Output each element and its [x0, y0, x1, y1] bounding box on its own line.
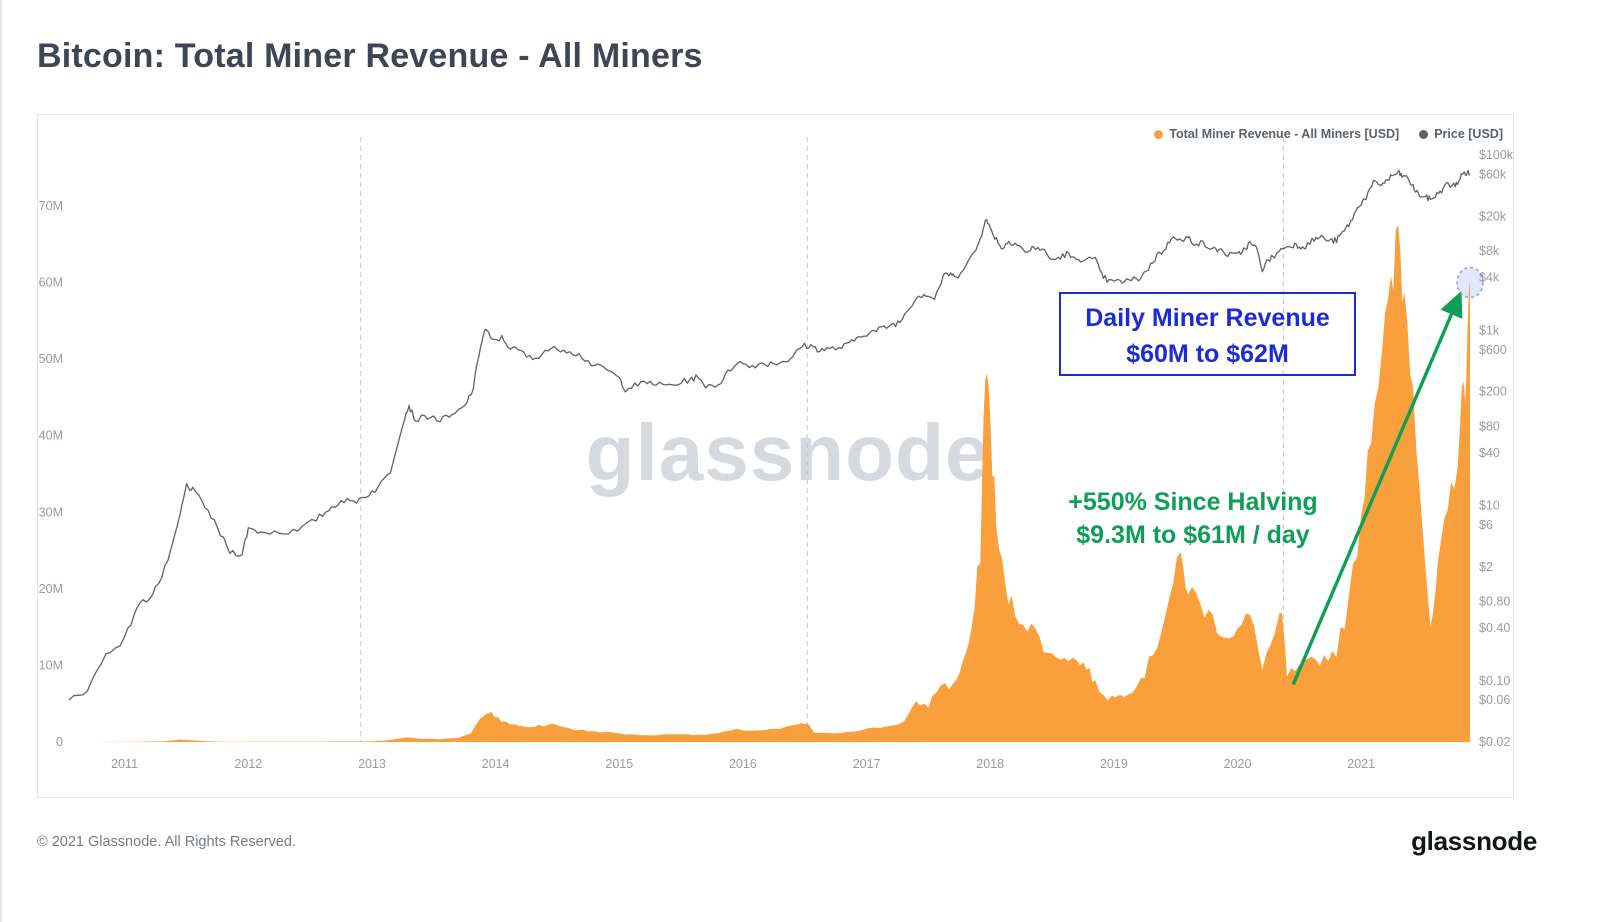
- svg-text:2015: 2015: [605, 757, 633, 771]
- annotation-green-line2: $9.3M to $61M / day: [1076, 520, 1310, 549]
- legend-revenue-label: Total Miner Revenue - All Miners [USD]: [1169, 127, 1400, 141]
- revenue-legend-dot-icon: [1154, 129, 1164, 139]
- svg-text:50M: 50M: [39, 352, 63, 366]
- svg-text:$0.06: $0.06: [1479, 693, 1510, 707]
- svg-text:$0.40: $0.40: [1479, 621, 1510, 635]
- svg-text:$2: $2: [1479, 560, 1493, 574]
- legend-price-label: Price [USD]: [1434, 127, 1503, 141]
- legend-item-price[interactable]: Price [USD]: [1419, 127, 1503, 141]
- svg-text:2014: 2014: [482, 757, 510, 771]
- svg-text:$80: $80: [1479, 419, 1500, 433]
- svg-text:2016: 2016: [729, 757, 757, 771]
- svg-text:2011: 2011: [111, 757, 138, 771]
- annotation-daily-miner-revenue: Daily Miner Revenue $60M to $62M: [1059, 292, 1356, 376]
- svg-text:2018: 2018: [976, 757, 1004, 771]
- svg-text:$0.80: $0.80: [1479, 595, 1510, 609]
- svg-text:$0.10: $0.10: [1479, 674, 1510, 688]
- svg-text:$600: $600: [1479, 343, 1507, 357]
- svg-text:$8k: $8k: [1479, 244, 1500, 258]
- annotation-green-line1: +550% Since Halving: [1068, 488, 1318, 516]
- svg-text:2021: 2021: [1347, 757, 1375, 771]
- svg-text:70M: 70M: [39, 199, 63, 213]
- footer: © 2021 Glassnode. All Rights Reserved. g…: [37, 826, 1537, 857]
- svg-text:$1k: $1k: [1479, 323, 1500, 337]
- svg-text:$0.02: $0.02: [1479, 735, 1510, 749]
- page-title: Bitcoin: Total Miner Revenue - All Miner…: [37, 37, 703, 75]
- svg-text:2020: 2020: [1224, 757, 1252, 771]
- svg-text:20M: 20M: [39, 582, 63, 596]
- copyright-text: © 2021 Glassnode. All Rights Reserved.: [37, 833, 296, 850]
- svg-text:$60k: $60k: [1479, 168, 1507, 182]
- svg-text:30M: 30M: [39, 505, 63, 519]
- legend: Total Miner Revenue - All Miners [USD] P…: [1154, 127, 1503, 141]
- svg-text:$4k: $4k: [1479, 271, 1500, 285]
- annotation-since-halving: +550% Since Halving $9.3M to $61M / day: [1038, 486, 1348, 551]
- svg-text:60M: 60M: [39, 276, 63, 290]
- svg-text:2012: 2012: [234, 757, 262, 771]
- svg-text:2013: 2013: [358, 757, 386, 771]
- price-legend-dot-icon: [1419, 129, 1429, 139]
- svg-text:10M: 10M: [39, 658, 63, 672]
- legend-item-revenue[interactable]: Total Miner Revenue - All Miners [USD]: [1154, 127, 1399, 141]
- chart-plot[interactable]: 0 10M 20M 30M 40M 50M 60M 70M $100k $60k $20k $8k $4…: [38, 115, 1513, 797]
- page: Bitcoin: Total Miner Revenue - All Miner…: [2, 0, 1600, 857]
- annotation-blue-line1: Daily Miner Revenue: [1085, 304, 1330, 332]
- svg-text:2017: 2017: [853, 757, 881, 771]
- annotation-blue-line2: $60M to $62M: [1126, 340, 1289, 369]
- svg-text:$100k: $100k: [1479, 148, 1513, 162]
- glassnode-logo: glassnode: [1411, 826, 1537, 856]
- svg-text:$20k: $20k: [1479, 209, 1507, 223]
- svg-text:$40: $40: [1479, 446, 1500, 460]
- svg-text:$6: $6: [1479, 518, 1493, 532]
- svg-text:2019: 2019: [1100, 757, 1128, 771]
- svg-text:40M: 40M: [39, 429, 63, 443]
- chart-card: Total Miner Revenue - All Miners [USD] P…: [37, 114, 1514, 798]
- svg-text:$200: $200: [1479, 385, 1507, 399]
- svg-text:$10: $10: [1479, 499, 1500, 513]
- svg-text:0: 0: [56, 735, 63, 749]
